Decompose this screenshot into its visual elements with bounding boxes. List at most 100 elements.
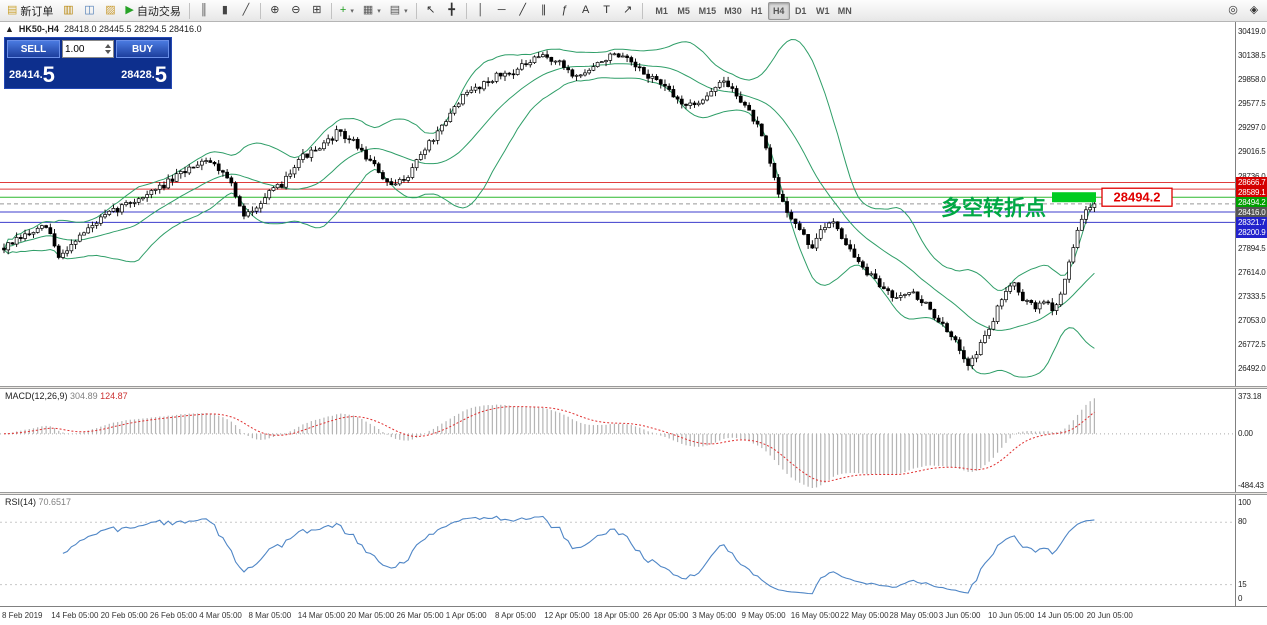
templates-button[interactable]: ▤ ▾ [386, 2, 412, 20]
trendline-icon: ╱ [519, 4, 526, 16]
price-line-tag: 28666.7 [1236, 176, 1267, 188]
zoom-in-button[interactable]: ⊕ [265, 2, 285, 20]
sell-price-small: 28414. [9, 69, 43, 81]
line-chart-icon: ╱ [242, 4, 250, 16]
price-axis[interactable]: 30419.0 30138.5 29858.0 29577.5 29297.0 29016… [1235, 22, 1267, 386]
timeframe-h4-button[interactable]: H4 [767, 1, 790, 20]
label-icon: T [603, 4, 611, 16]
sell-button[interactable]: SELL [7, 40, 60, 58]
symbol-info-row: ▲ HK50-,H4 28418.0 28445.5 28294.5 28416… [5, 24, 202, 34]
volume-down-icon[interactable] [105, 50, 111, 54]
trendline-button[interactable]: ╱ [513, 2, 533, 20]
strategy-tester-icon: ▨ [105, 4, 116, 16]
chart-properties-icon: ◈ [1249, 4, 1259, 16]
time-tick-label: 26 Apr 05:00 [642, 611, 689, 620]
timeframe-h1-button[interactable]: H1 [750, 5, 763, 16]
panel-resize-divider[interactable] [0, 386, 1267, 389]
templates-icon: ▤ [389, 4, 401, 16]
timeframe-m15-button[interactable]: M15 [698, 5, 717, 16]
sell-price[interactable]: 28414. 5 [7, 59, 88, 86]
indicators-button[interactable]: + ▾ [336, 2, 358, 20]
candlestick-chart-button[interactable]: ▮ [215, 2, 235, 20]
channel-icon: ∥ [540, 4, 547, 16]
toolbar: ▤ 新订单 ▥ ◫ ▨ ▶ 自动交易 ║ ▮ ╱ ⊕ ⊖ ⊞ + ▾ ▦ ▾ ▤ ▾ ↖ ╋ │ ─ ╱ ∥ ƒ A T ↗ M1 M5 M1… [0, 0, 1267, 22]
vertical-line-button[interactable]: │ [471, 2, 491, 20]
symbol-label: HK50-,H4 [18, 24, 59, 34]
price-tick-label: 26492.0 [1238, 363, 1266, 373]
profiles-button[interactable]: ◫ [79, 2, 99, 20]
timeframe-mn-button[interactable]: MN [837, 5, 852, 16]
fibonacci-icon: ƒ [561, 4, 568, 16]
price-tick-label: 27333.5 [1238, 291, 1266, 301]
bar-chart-button[interactable]: ║ [194, 2, 214, 20]
timeframe-m1-button[interactable]: M1 [655, 5, 668, 16]
volume-input[interactable]: 1.00 [62, 40, 114, 58]
price-tick-label: 30419.0 [1238, 27, 1266, 37]
tile-windows-button[interactable]: ⊞ [307, 2, 327, 20]
time-tick-label: 20 Feb 05:00 [100, 611, 148, 620]
zoom-out-button[interactable]: ⊖ [286, 2, 306, 20]
time-tick-label: 22 May 05:00 [840, 611, 889, 620]
horizontal-line-icon: ─ [497, 4, 506, 16]
time-tick-label: 3 Jun 05:00 [938, 611, 981, 620]
timeframe-w1-button[interactable]: W1 [815, 5, 830, 16]
text-button[interactable]: A [576, 2, 596, 20]
line-chart-button[interactable]: ╱ [236, 2, 256, 20]
price-chart-canvas[interactable]: 多空转折点 28494.2 [0, 22, 1235, 386]
price-tick-label: 29297.0 [1238, 123, 1266, 133]
arrows-button[interactable]: ↗ [618, 2, 638, 20]
macd-panel[interactable]: MACD(12,26,9) 304.89 124.87 373.18 0.00 -4… [0, 389, 1267, 492]
macd-canvas [0, 398, 1235, 488]
bar-chart-icon: ║ [199, 4, 208, 16]
ohlc-values: 28418.0 28445.5 28294.5 28416.0 [63, 24, 202, 34]
main-chart-panel[interactable]: 多空转折点 28494.2 30419.0 30138.5 29858.0 29577.… [0, 22, 1267, 386]
rsi-panel[interactable]: RSI(14) 70.6517 100 80 15 0 [0, 495, 1267, 607]
volume-up-icon[interactable] [105, 44, 111, 48]
toolbar-separator [641, 2, 643, 19]
timeframe-d1-button[interactable]: D1 [794, 5, 807, 16]
time-tick-label: 14 Mar 05:00 [297, 611, 345, 620]
volume-spinner[interactable] [105, 44, 111, 54]
time-tick-label: 4 Mar 05:00 [199, 611, 242, 620]
charts-button[interactable]: ▥ [58, 2, 78, 20]
buy-button[interactable]: BUY [116, 40, 169, 58]
panel-resize-divider[interactable] [0, 492, 1267, 495]
new-order-button[interactable]: ▤ 新订单 [3, 2, 57, 20]
rsi-line [62, 515, 1095, 595]
toolbar-separator [465, 2, 467, 19]
one-click-trading-panel: SELL 1.00 BUY 28414. 5 28428. 5 [4, 37, 172, 89]
periods-button[interactable]: ▦ ▾ [359, 2, 385, 20]
candles [2, 50, 1097, 371]
cursor-button[interactable]: ↖ [421, 2, 441, 20]
search-button[interactable]: ◎ [1223, 2, 1243, 20]
timeframe-m5-button[interactable]: M5 [677, 5, 690, 16]
dropdown-arrow-icon: ▾ [404, 7, 408, 15]
rsi-name: RSI(14) [5, 497, 37, 507]
rsi-tick-label: 15 [1238, 579, 1247, 589]
macd-indicator-label: MACD(12,26,9) 304.89 124.87 [5, 391, 128, 401]
time-tick-label: 10 Jun 05:00 [988, 611, 1035, 620]
autotrading-button-label: 自动交易 [136, 5, 181, 18]
collapse-panel-icon[interactable]: ▲ [5, 24, 14, 34]
time-tick-label: 26 Feb 05:00 [149, 611, 198, 620]
crosshair-button[interactable]: ╋ [442, 2, 462, 20]
profiles-icon: ◫ [84, 4, 95, 16]
price-line-tag: 28494.2 [1236, 196, 1267, 208]
horizontal-line-button[interactable]: ─ [492, 2, 512, 20]
autotrading-button[interactable]: ▶ 自动交易 [121, 2, 184, 20]
chart-properties-button[interactable]: ◈ [1244, 2, 1264, 20]
fibonacci-button[interactable]: ƒ [555, 2, 575, 20]
search-icon: ◎ [1228, 4, 1238, 16]
candlestick-chart-icon: ▮ [221, 4, 228, 16]
rsi-canvas [0, 515, 1235, 595]
channel-button[interactable]: ∥ [534, 2, 554, 20]
buy-price[interactable]: 28428. 5 [88, 59, 169, 86]
label-button[interactable]: T [597, 2, 617, 20]
strategy-tester-button[interactable]: ▨ [100, 2, 120, 20]
rsi-indicator-label: RSI(14) 70.6517 [5, 497, 71, 507]
time-tick-label: 8 Apr 05:00 [495, 611, 536, 620]
price-tick-label: 27614.0 [1238, 267, 1266, 277]
macd-signal-value: 124.87 [100, 391, 128, 401]
timeframe-m30-button[interactable]: M30 [724, 5, 742, 16]
indicators-icon: + [339, 4, 347, 16]
